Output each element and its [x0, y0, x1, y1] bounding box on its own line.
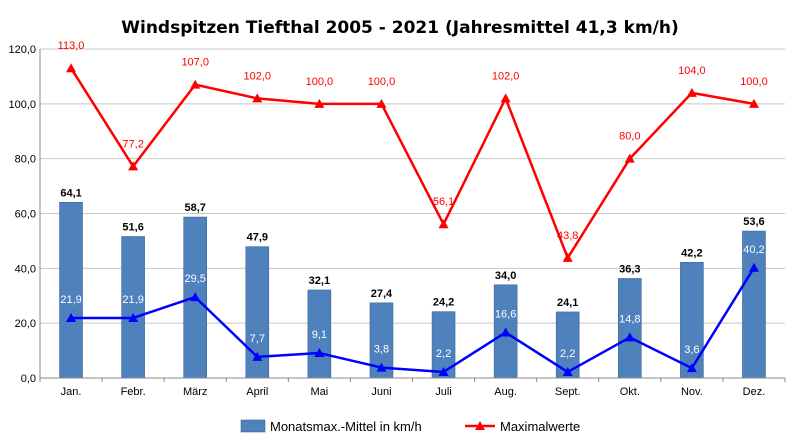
x-tick-label: Sept. — [555, 386, 581, 398]
y-tick-label: 80,0 — [15, 154, 36, 166]
x-tick-label: April — [246, 386, 268, 398]
blue-value-label: 21,9 — [122, 294, 143, 306]
bar-value-label: 27,4 — [371, 288, 393, 300]
bar-value-label: 51,6 — [122, 222, 143, 234]
max-marker — [748, 98, 759, 108]
y-tick-label: 0,0 — [21, 373, 36, 385]
x-tick-label: Okt. — [620, 386, 640, 398]
x-tick-label: Nov. — [681, 386, 703, 398]
max-value-label: 77,2 — [122, 138, 143, 150]
legend-max-label: Maximalwerte — [500, 419, 580, 434]
legend-max-marker — [475, 421, 485, 430]
max-marker — [376, 98, 387, 108]
blue-value-label: 16,6 — [495, 308, 516, 320]
bar — [121, 236, 145, 379]
blue-marker — [66, 312, 77, 322]
max-value-label: 102,0 — [492, 70, 520, 82]
bar-value-label: 64,1 — [60, 187, 81, 199]
blue-marker — [562, 366, 573, 376]
blue-value-label: 29,5 — [184, 273, 205, 285]
bar-value-label: 47,9 — [247, 232, 268, 244]
blue-value-label: 9,1 — [312, 329, 327, 341]
blue-marker — [190, 292, 201, 302]
max-marker — [562, 252, 573, 262]
blue-marker — [314, 348, 325, 358]
x-tick-label: März — [183, 386, 207, 398]
max-value-label: 104,0 — [678, 65, 706, 77]
blue-marker — [252, 351, 263, 361]
bar-value-label: 36,3 — [619, 263, 640, 275]
blue-value-label: 7,7 — [250, 333, 265, 345]
axis-layer: 0,0 20,0 40,0 60,0 80,0 100,0 120,0 Jan. Febr. Mä… — [8, 44, 786, 398]
grid-layer — [40, 48, 785, 324]
legend-bar-label: Monatsmax.-Mittel in km/h — [270, 419, 422, 434]
x-tick-label: Juni — [371, 386, 391, 398]
max-marker — [686, 87, 697, 97]
x-tick-label: Aug. — [494, 386, 517, 398]
bar-value-label: 42,2 — [681, 247, 702, 259]
max-value-label: 43,8 — [557, 230, 578, 242]
max-marker — [190, 79, 201, 89]
y-tick-label: 40,0 — [15, 263, 36, 275]
blue-value-label: 21,9 — [60, 294, 81, 306]
y-tick-label: 60,0 — [15, 209, 36, 221]
max-marker — [66, 63, 77, 73]
blue-value-label: 40,2 — [743, 244, 764, 256]
blue-value-label: 2,2 — [436, 348, 451, 360]
max-value-label: 113,0 — [58, 40, 85, 52]
blue-marker — [624, 332, 635, 342]
max-value-label: 100,0 — [306, 76, 334, 88]
bar-value-label: 24,2 — [433, 297, 454, 309]
blue-value-label: 3,8 — [374, 344, 389, 356]
max-value-label: 102,0 — [244, 70, 272, 82]
x-tick-label: Mai — [311, 386, 329, 398]
max-value-label: 107,0 — [181, 57, 209, 69]
bar — [680, 262, 704, 379]
legend-bar-swatch — [240, 419, 266, 433]
max-marker — [500, 93, 511, 103]
x-tick-label: Dez. — [743, 386, 766, 398]
max-marker — [624, 153, 635, 163]
blue-value-label: 3,6 — [684, 344, 699, 356]
blue-marker — [438, 366, 449, 376]
y-tick-label: 120,0 — [8, 44, 36, 56]
blue-line — [71, 267, 756, 374]
max-marker — [314, 98, 325, 108]
max-value-label: 80,0 — [619, 131, 640, 143]
y-tick-label: 100,0 — [8, 99, 36, 111]
label-layer: 64,1 51,6 58,7 47,9 32,1 27,4 24,2 34,0 24,1 36,3… — [58, 40, 768, 360]
x-tick-label: Jan. — [61, 386, 82, 398]
bar-value-label: 58,7 — [184, 202, 205, 214]
blue-value-label: 2,2 — [560, 348, 575, 360]
blue-marker — [686, 363, 697, 373]
bar — [618, 278, 642, 379]
line-layer — [66, 63, 759, 376]
blue-value-label: 14,8 — [619, 313, 640, 325]
blue-marker — [128, 312, 139, 322]
legend: Monatsmax.-Mittel in km/h Maximalwerte — [240, 419, 580, 434]
max-value-label: 100,0 — [740, 76, 768, 88]
bar-layer — [59, 201, 766, 379]
max-line — [69, 67, 755, 260]
bar-value-label: 53,6 — [743, 216, 764, 228]
max-value-label: 100,0 — [368, 76, 396, 88]
max-value-label: 56,1 — [433, 196, 454, 208]
bar-value-label: 32,1 — [309, 275, 330, 287]
x-tick-label: Febr. — [121, 386, 146, 398]
blue-marker — [500, 327, 511, 337]
blue-marker — [376, 362, 387, 372]
chart-title: Windspitzen Tiefthal 2005 - 2021 (Jahres… — [121, 18, 679, 38]
y-tick-label: 20,0 — [15, 318, 36, 330]
x-tick-label: Juli — [435, 386, 452, 398]
blue-marker — [748, 262, 759, 272]
max-marker — [128, 161, 139, 171]
max-marker — [438, 219, 449, 229]
bar — [59, 201, 83, 379]
bar-value-label: 34,0 — [495, 270, 516, 282]
max-marker — [252, 93, 263, 103]
bar-value-label: 24,1 — [557, 297, 578, 309]
